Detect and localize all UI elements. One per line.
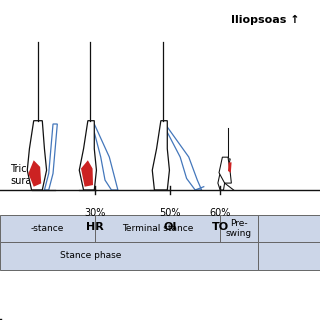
Text: Stance phase: Stance phase <box>60 252 121 260</box>
Text: 60%: 60% <box>209 208 231 218</box>
Polygon shape <box>27 121 47 190</box>
Polygon shape <box>219 157 231 183</box>
Polygon shape <box>228 162 232 173</box>
Text: Pre-
swing: Pre- swing <box>226 219 252 238</box>
Text: 30%: 30% <box>84 208 106 218</box>
Polygon shape <box>44 124 57 190</box>
Text: OI: OI <box>163 222 177 232</box>
FancyBboxPatch shape <box>95 215 220 242</box>
FancyBboxPatch shape <box>0 242 258 270</box>
Text: HR: HR <box>86 222 104 232</box>
Text: Triceps
surae: Triceps surae <box>10 164 44 186</box>
Text: Iliopsoas ↑: Iliopsoas ↑ <box>231 15 300 25</box>
Text: -stance: -stance <box>31 224 64 233</box>
Polygon shape <box>163 124 202 190</box>
Polygon shape <box>152 121 169 190</box>
FancyBboxPatch shape <box>258 215 320 242</box>
Polygon shape <box>28 160 41 187</box>
FancyBboxPatch shape <box>0 215 95 242</box>
FancyBboxPatch shape <box>220 215 258 242</box>
FancyBboxPatch shape <box>258 242 320 270</box>
Polygon shape <box>92 124 118 190</box>
Polygon shape <box>81 160 93 187</box>
Text: Terminal stance: Terminal stance <box>122 224 193 233</box>
Text: TO: TO <box>212 222 228 232</box>
Text: 50%: 50% <box>159 208 181 218</box>
Polygon shape <box>79 121 96 190</box>
Polygon shape <box>218 159 230 190</box>
